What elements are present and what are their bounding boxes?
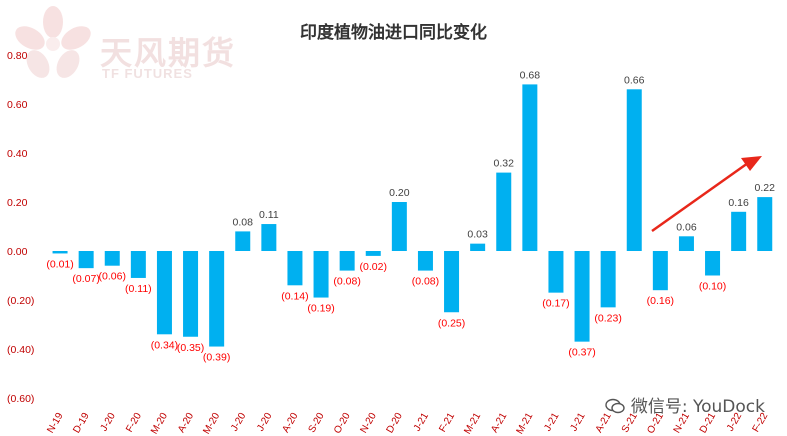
wechat-icon [605,398,625,414]
bar [365,251,381,256]
bar [470,243,486,251]
x-tick-label: A-20 [280,411,300,435]
bar [731,211,747,251]
bar [78,251,94,269]
x-tick-label: F-21 [437,411,457,435]
data-label: (0.14) [281,290,308,302]
x-tick-label: J-21 [542,411,561,434]
data-label: (0.17) [542,298,569,310]
data-label: (0.39) [203,352,230,364]
data-label: 0.66 [624,74,645,86]
bar [52,251,68,254]
bar [339,251,355,271]
data-label: (0.11) [125,283,152,295]
data-label: 0.16 [728,197,749,209]
bar [287,251,303,286]
trend-arrow-head [741,156,762,171]
bar [444,251,460,313]
data-label: (0.37) [568,347,595,359]
x-tick-label: M-20 [201,411,222,436]
bar [757,197,773,251]
y-tick-label: 0.00 [7,246,28,258]
bar [130,251,146,278]
x-tick-label: N-20 [358,411,379,436]
x-tick-label: N-19 [45,411,66,436]
bar [261,224,277,251]
data-label: (0.10) [699,281,726,293]
y-tick-label: 0.40 [7,148,28,160]
bar [522,84,538,252]
bar [183,251,199,337]
x-tick-label: A-20 [176,411,196,435]
data-label: 0.22 [755,182,776,194]
data-label: (0.08) [412,276,439,288]
bar [600,251,616,308]
bar [652,251,668,291]
x-tick-label: A-21 [489,411,509,435]
x-tick-label: D-19 [71,411,92,436]
bar [156,251,172,335]
bar [235,231,251,251]
data-label: (0.23) [594,312,621,324]
watermark-text: 微信号: YouDock [630,397,765,417]
bar [626,89,642,251]
y-tick-label: 0.80 [7,50,28,62]
bar [496,172,512,251]
bar [678,236,694,251]
x-tick-label: J-20 [99,411,118,434]
bar [104,251,120,266]
data-label: (0.01) [46,258,73,270]
x-tick-label: S-20 [307,411,327,435]
data-label: (0.02) [360,261,387,273]
y-tick-label: (0.60) [7,393,34,405]
x-tick-label: M-20 [149,411,170,436]
x-tick-label: M-21 [462,411,483,436]
y-tick-label: 0.60 [7,99,28,111]
bar [574,251,590,342]
bar [209,251,225,347]
x-tick-label: M-21 [515,411,536,436]
y-tick-label: (0.20) [7,295,34,307]
x-tick-label: D-20 [385,411,406,436]
x-tick-label: J-21 [568,411,587,434]
x-tick-label: J-20 [229,411,248,434]
bar [391,202,407,251]
data-label: 0.68 [520,69,541,81]
data-label: (0.07) [72,273,99,285]
data-label: (0.06) [99,271,126,283]
data-label: 0.08 [233,216,254,228]
data-label: (0.16) [647,295,674,307]
data-label: (0.19) [307,303,334,315]
trend-arrow-line [651,161,749,233]
bar [417,251,433,271]
bar [705,251,721,276]
wechat-watermark: 微信号: YouDock [605,392,765,417]
data-label: 0.11 [259,209,279,221]
x-tick-label: J-21 [412,411,431,434]
x-tick-label: J-20 [255,411,274,434]
x-tick-label: O-20 [332,411,353,436]
data-label: 0.03 [467,229,488,241]
data-label: (0.08) [333,276,360,288]
data-label: (0.35) [177,342,204,354]
data-label: 0.20 [389,187,410,199]
x-tick-label: F-20 [124,411,144,435]
data-label: 0.06 [676,221,697,233]
y-tick-label: (0.40) [7,344,34,356]
data-label: 0.32 [494,158,515,170]
chart-title: 印度植物油进口同比变化 [300,23,487,43]
bar [313,251,329,298]
data-label: (0.25) [438,317,465,329]
y-tick-label: 0.20 [7,197,28,209]
data-label: (0.34) [151,339,178,351]
bar [548,251,564,293]
